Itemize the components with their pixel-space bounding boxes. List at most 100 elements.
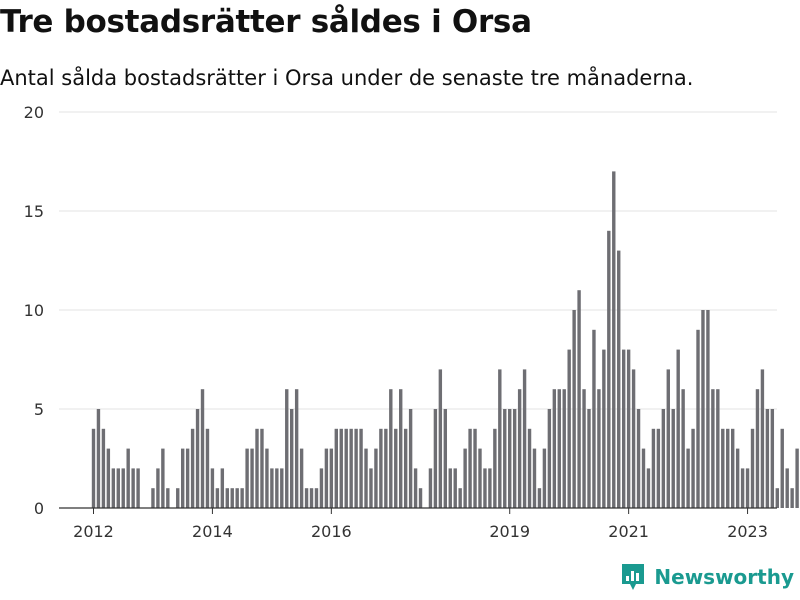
bar [394,428,398,508]
bar [537,488,542,508]
y-axis-ticks: 0 5 10 15 20 [24,103,44,518]
bar [339,428,343,508]
bar [726,428,730,508]
bar [116,468,120,508]
bar [488,468,492,508]
bar [200,389,205,508]
bar [250,448,254,508]
bar [522,369,527,508]
bar [121,468,125,508]
bar [389,389,393,508]
bar [512,409,517,508]
bar [458,488,462,508]
bar [240,488,244,508]
bar [646,468,651,508]
newsworthy-logo-text: Newsworthy [654,565,794,589]
bar [270,468,274,508]
bar [245,448,249,508]
bar [681,389,685,508]
bar [701,310,705,508]
bar [597,389,601,508]
bar [106,448,111,508]
bar [364,448,368,508]
bar [780,428,784,508]
chart-subtitle: Antal sålda bostadsrätter i Orsa under d… [0,66,694,90]
bar [532,448,537,508]
bar [463,448,467,508]
bar [785,468,789,508]
bar [745,468,750,508]
bar [374,448,378,508]
bar [711,389,715,508]
y-tick-label: 15 [24,202,44,221]
bar [225,488,229,508]
bar [686,448,690,508]
bars: 3 [91,171,799,509]
bar [205,428,210,508]
bar [602,349,606,508]
bar [180,448,185,508]
bar [448,468,452,508]
x-tick-label: 2019 [489,522,530,541]
bar [493,428,497,508]
bar [735,448,740,508]
bar [671,409,675,508]
bar [750,428,755,508]
bar [631,369,636,508]
bar [612,171,616,508]
bar [587,409,591,508]
bar [166,488,170,508]
bar [399,389,403,508]
bar [280,468,284,508]
newsworthy-logo-icon [622,564,645,590]
bar [309,488,314,508]
bar [676,349,680,508]
bar [775,488,779,508]
bar [151,488,155,508]
bar [696,329,700,508]
bar [478,448,482,508]
x-axis-ticks: 2012201420162019202120232025 [73,508,768,541]
bar [483,468,487,508]
bar [379,428,383,508]
x-tick-label: 2021 [608,522,649,541]
bar [195,409,200,508]
bar [438,369,443,508]
gridlines [59,111,777,410]
bar [636,409,641,508]
bar [517,389,522,508]
bar [294,389,299,508]
x-tick-label: 2016 [311,522,352,541]
bar [190,428,195,508]
bar [418,488,423,508]
bar [136,468,140,508]
bar [319,468,324,508]
bar [582,389,586,508]
bar [220,468,225,508]
bar [344,428,348,508]
bar [334,428,338,508]
bar [384,428,388,508]
bar [626,349,631,508]
y-tick-label: 10 [24,301,44,320]
bar [433,409,438,508]
bar [721,428,725,508]
bar [795,448,799,508]
bar [498,369,502,508]
bar [349,428,353,508]
bar [156,468,160,508]
bar [285,389,289,508]
bar [760,369,765,508]
y-tick-label: 0 [34,499,44,518]
bar [314,488,319,508]
bar [755,389,760,508]
bar [329,448,334,508]
bar [666,369,670,508]
bar [428,468,433,508]
bar [230,488,234,508]
chart-title: Tre bostadsrätter såldes i Orsa [0,4,532,40]
bar [101,428,106,508]
bar [557,389,561,508]
bar [577,290,581,508]
bar [572,310,576,508]
